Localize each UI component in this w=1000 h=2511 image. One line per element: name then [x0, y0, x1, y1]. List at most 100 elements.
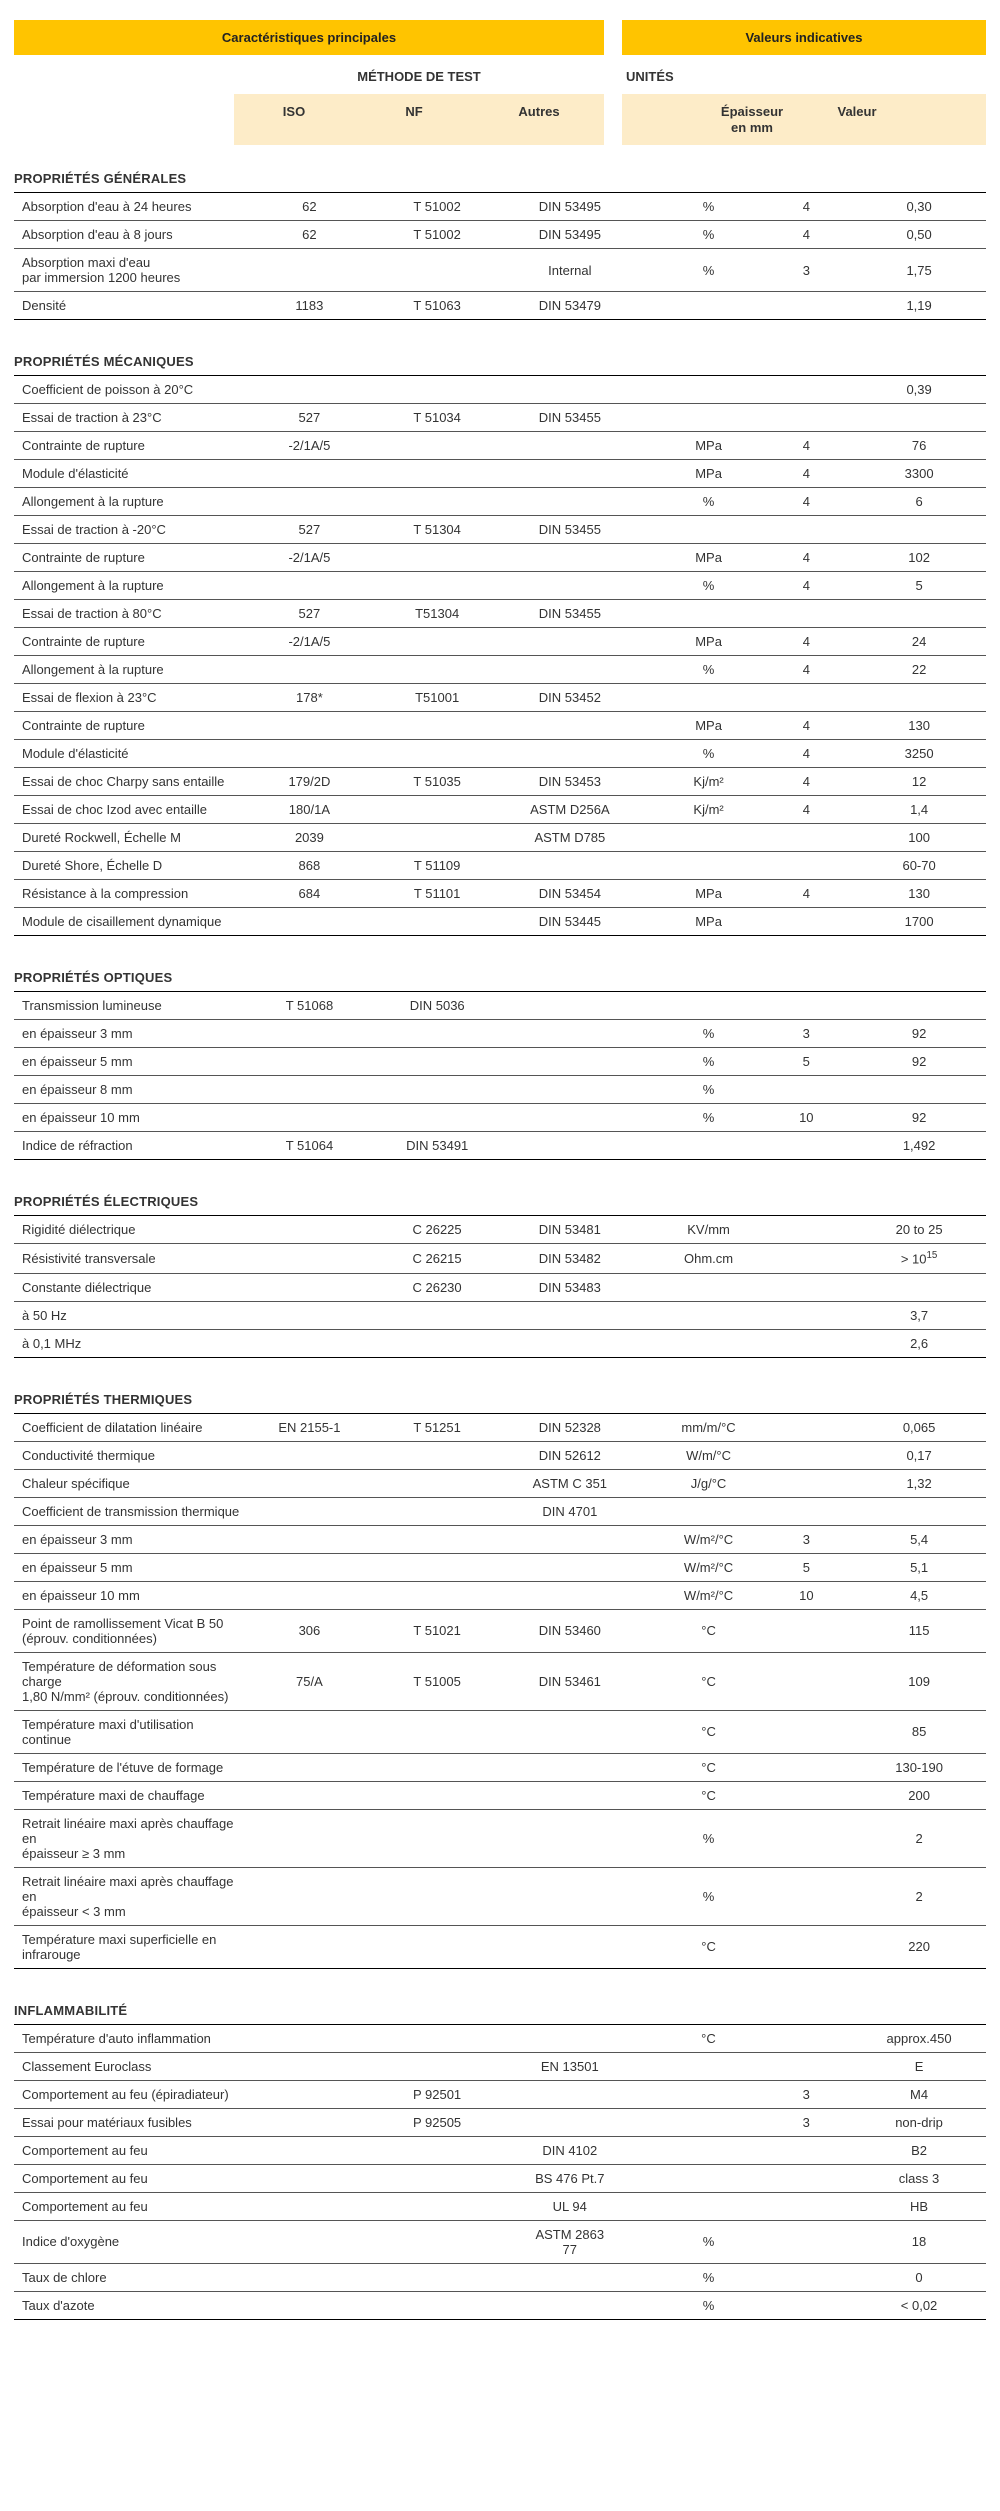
cell-tail: [978, 768, 986, 796]
cell-tail: [978, 1413, 986, 1441]
cell-nf: T 51101: [373, 880, 501, 908]
cell-iso: 527: [246, 600, 374, 628]
table-row: Allongement à la rupture%45: [14, 572, 986, 600]
cell-prop: Contrainte de rupture: [14, 712, 246, 740]
cell-iso: [246, 1809, 374, 1867]
cell-gap: [639, 2080, 665, 2108]
cell-val: HB: [860, 2192, 978, 2220]
cell-iso: 2039: [246, 824, 374, 852]
cell-tail: [978, 1048, 986, 1076]
cell-ep: [752, 1413, 860, 1441]
cell-iso: [246, 1020, 374, 1048]
table-row: en épaisseur 8 mm%: [14, 1076, 986, 1104]
cell-ep: [752, 1076, 860, 1104]
cell-prop: Dureté Shore, Échelle D: [14, 852, 246, 880]
cell-iso: [246, 1497, 374, 1525]
cell-prop: Taux d'azote: [14, 2291, 246, 2319]
cell-gap: [639, 572, 665, 600]
cell-nf: [373, 656, 501, 684]
colhead-nf: NF: [354, 94, 474, 145]
cell-gap: [639, 1809, 665, 1867]
table-row: Dureté Shore, Échelle D868T 5110960-70: [14, 852, 986, 880]
cell-prop: Comportement au feu (épiradiateur): [14, 2080, 246, 2108]
cell-autres: DIN 53455: [501, 404, 639, 432]
cell-gap: [639, 1104, 665, 1132]
data-table: Température d'auto inflammation°Capprox.…: [14, 2024, 986, 2320]
cell-prop: Température maxi de chauffage: [14, 1781, 246, 1809]
cell-autres: [501, 656, 639, 684]
table-row: en épaisseur 3 mmW/m²/°C35,4: [14, 1525, 986, 1553]
cell-autres: [501, 992, 639, 1020]
cell-nf: [373, 628, 501, 656]
cell-tail: [978, 796, 986, 824]
cell-nf: [373, 1867, 501, 1925]
cell-val: [860, 404, 978, 432]
cell-nf: [373, 908, 501, 936]
table-row: Essai de traction à 23°C527T 51034DIN 53…: [14, 404, 986, 432]
cell-prop: Coefficient de transmission thermique: [14, 1497, 246, 1525]
cell-unit: MPa: [665, 628, 753, 656]
cell-gap: [639, 404, 665, 432]
cell-ep: [753, 852, 861, 880]
cell-val: 3300: [860, 460, 978, 488]
cell-autres: DIN 53482: [501, 1244, 639, 1273]
cell-gap: [639, 1132, 665, 1160]
cell-unit: %: [665, 2263, 753, 2291]
cell-nf: [373, 1104, 501, 1132]
cell-prop: Allongement à la rupture: [14, 488, 246, 516]
cell-nf: [373, 376, 501, 404]
cell-nf: [373, 1076, 501, 1104]
cell-gap: [639, 684, 665, 712]
cell-ep: 4: [753, 796, 861, 824]
cell-tail: [978, 1441, 986, 1469]
cell-nf: [373, 488, 501, 516]
cell-ep: 4: [753, 432, 861, 460]
cell-tail: [978, 1925, 986, 1968]
cell-ep: 4: [753, 712, 861, 740]
table-row: en épaisseur 5 mmW/m²/°C55,1: [14, 1553, 986, 1581]
cell-autres: DIN 53445: [501, 908, 639, 936]
cell-prop: Conductivité thermique: [14, 1441, 246, 1469]
cell-prop: Chaleur spécifique: [14, 1469, 246, 1497]
cell-gap: [639, 193, 665, 221]
cell-unit: [665, 824, 753, 852]
cell-iso: [246, 740, 374, 768]
cell-iso: [246, 1329, 374, 1357]
data-table: Coefficient de poisson à 20°C0,39Essai d…: [14, 375, 986, 936]
cell-nf: [373, 1925, 501, 1968]
colhead-tail: [912, 94, 986, 145]
cell-tail: [978, 1076, 986, 1104]
cell-unit: [665, 2080, 753, 2108]
cell-iso: T 51068: [246, 992, 374, 1020]
cell-iso: -2/1A/5: [246, 544, 374, 572]
cell-prop: Retrait linéaire maxi après chauffage en…: [14, 1867, 246, 1925]
cell-gap: [639, 2136, 665, 2164]
colhead-unit-spacer: [622, 94, 702, 145]
table-row: Contrainte de ruptureMPa4130: [14, 712, 986, 740]
table-row: Retrait linéaire maxi après chauffage en…: [14, 1809, 986, 1867]
cell-unit: Kj/m²: [665, 768, 753, 796]
cell-tail: [978, 880, 986, 908]
cell-autres: [501, 544, 639, 572]
cell-val: approx.450: [860, 2024, 978, 2052]
cell-iso: [246, 1781, 374, 1809]
cell-iso: 306: [246, 1609, 374, 1652]
cell-gap: [639, 1581, 665, 1609]
cell-prop: Absorption maxi d'eaupar immersion 1200 …: [14, 249, 246, 292]
cell-iso: 527: [246, 516, 374, 544]
cell-unit: %: [665, 572, 753, 600]
cell-autres: Internal: [501, 249, 639, 292]
cell-iso: 684: [246, 880, 374, 908]
cell-unit: °C: [665, 2024, 753, 2052]
cell-tail: [978, 2192, 986, 2220]
cell-nf: P 92501: [373, 2080, 501, 2108]
table-row: Taux d'azote%< 0,02: [14, 2291, 986, 2319]
cell-prop: Indice de réfraction: [14, 1132, 246, 1160]
cell-val: 1,75: [860, 249, 978, 292]
table-row: Module de cisaillement dynamiqueDIN 5344…: [14, 908, 986, 936]
cell-nf: [373, 1581, 501, 1609]
top-header-row: Caractéristiques principales Valeurs ind…: [14, 20, 986, 55]
cell-nf: T 51005: [373, 1652, 501, 1710]
cell-unit: °C: [665, 1710, 753, 1753]
cell-ep: [752, 292, 860, 320]
